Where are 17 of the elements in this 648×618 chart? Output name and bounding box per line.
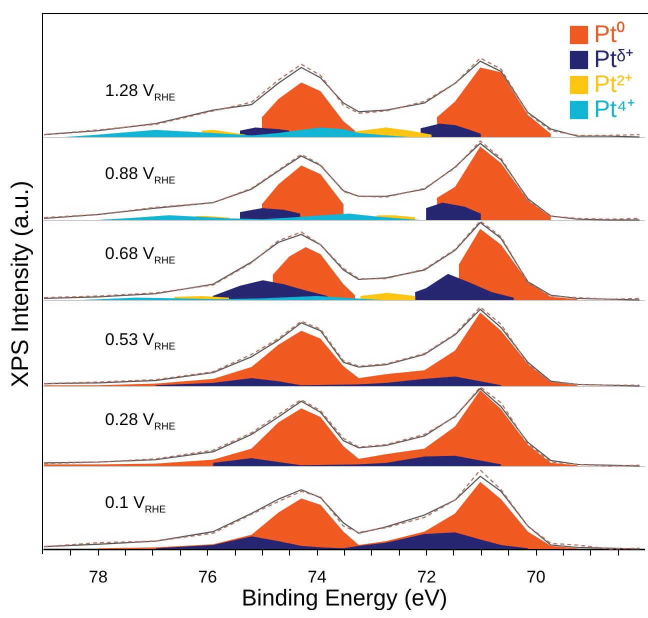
x-tick-label: 74 (308, 568, 327, 586)
x-tick-label: 76 (198, 568, 218, 586)
legend-label: Pt⁰ (594, 21, 625, 48)
x-axis-title: Binding Energy (eV) (242, 584, 448, 610)
text: 1.28 V$_{RHE}$ (105, 81, 176, 104)
y-axis-title: XPS Intensity (a.u.) (7, 180, 35, 388)
text: 0.53 V$_{RHE}$ (105, 330, 176, 352)
text: 0.28 V$_{RHE}$ (105, 410, 176, 432)
legend-label: Pt²⁺ (594, 71, 633, 98)
x-tick-label: 72 (417, 568, 436, 586)
legend-label: Pt⁴⁺ (594, 96, 635, 123)
text: 0.68 V$_{RHE}$ (105, 244, 176, 266)
text: 0.88 V$_{RHE}$ (105, 164, 176, 186)
x-tick-label: 70 (526, 568, 546, 586)
legend-label: Ptᵟ⁺ (594, 46, 634, 73)
x-tick-label: 78 (88, 568, 108, 586)
text: 0.1 V$_{RHE}$ (105, 493, 166, 516)
